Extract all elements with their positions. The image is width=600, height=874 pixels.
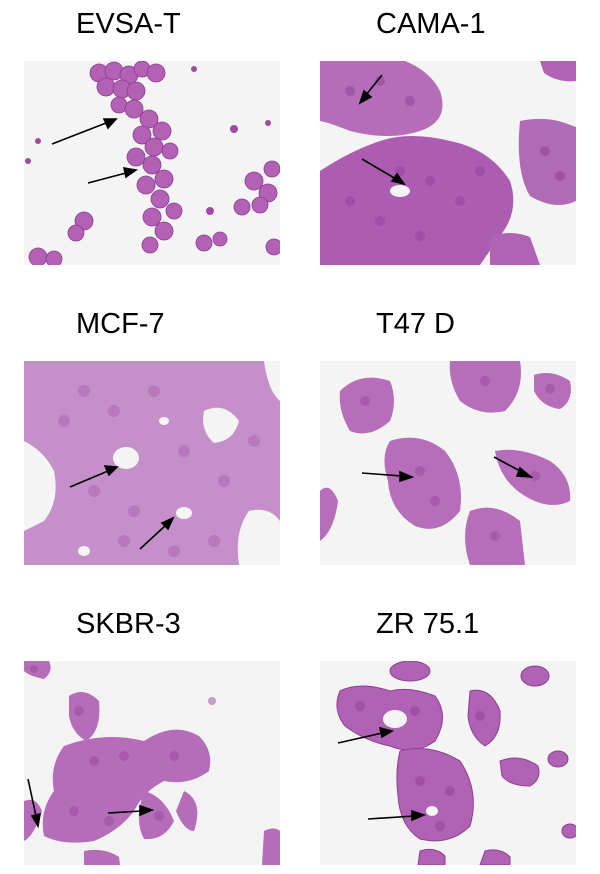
micrograph-cama-1-svg [320, 61, 576, 265]
micrograph-mcf-7 [24, 361, 280, 565]
micrograph-zr-75-1 [320, 661, 576, 865]
micrograph-t47-d-svg [320, 361, 576, 565]
micrograph-skbr-3 [24, 661, 280, 865]
micrograph-zr-75-1-svg [320, 661, 576, 865]
micrograph-t47-d [320, 361, 576, 565]
panel-label-t47-d: T47 D [376, 308, 455, 340]
panel-label-skbr-3: SKBR-3 [76, 608, 181, 640]
micrograph-evsa-t-svg [24, 61, 280, 265]
panel-label-mcf-7: MCF-7 [76, 308, 165, 340]
micrograph-skbr-3-svg [24, 661, 280, 865]
panel-label-evsa-t: EVSA-T [76, 8, 181, 40]
panel-label-zr-75-1: ZR 75.1 [376, 608, 480, 640]
panel-label-cama-1: CAMA-1 [376, 8, 486, 40]
micrograph-mcf-7-svg [24, 361, 280, 565]
micrograph-evsa-t [24, 61, 280, 265]
micrograph-cama-1 [320, 61, 576, 265]
